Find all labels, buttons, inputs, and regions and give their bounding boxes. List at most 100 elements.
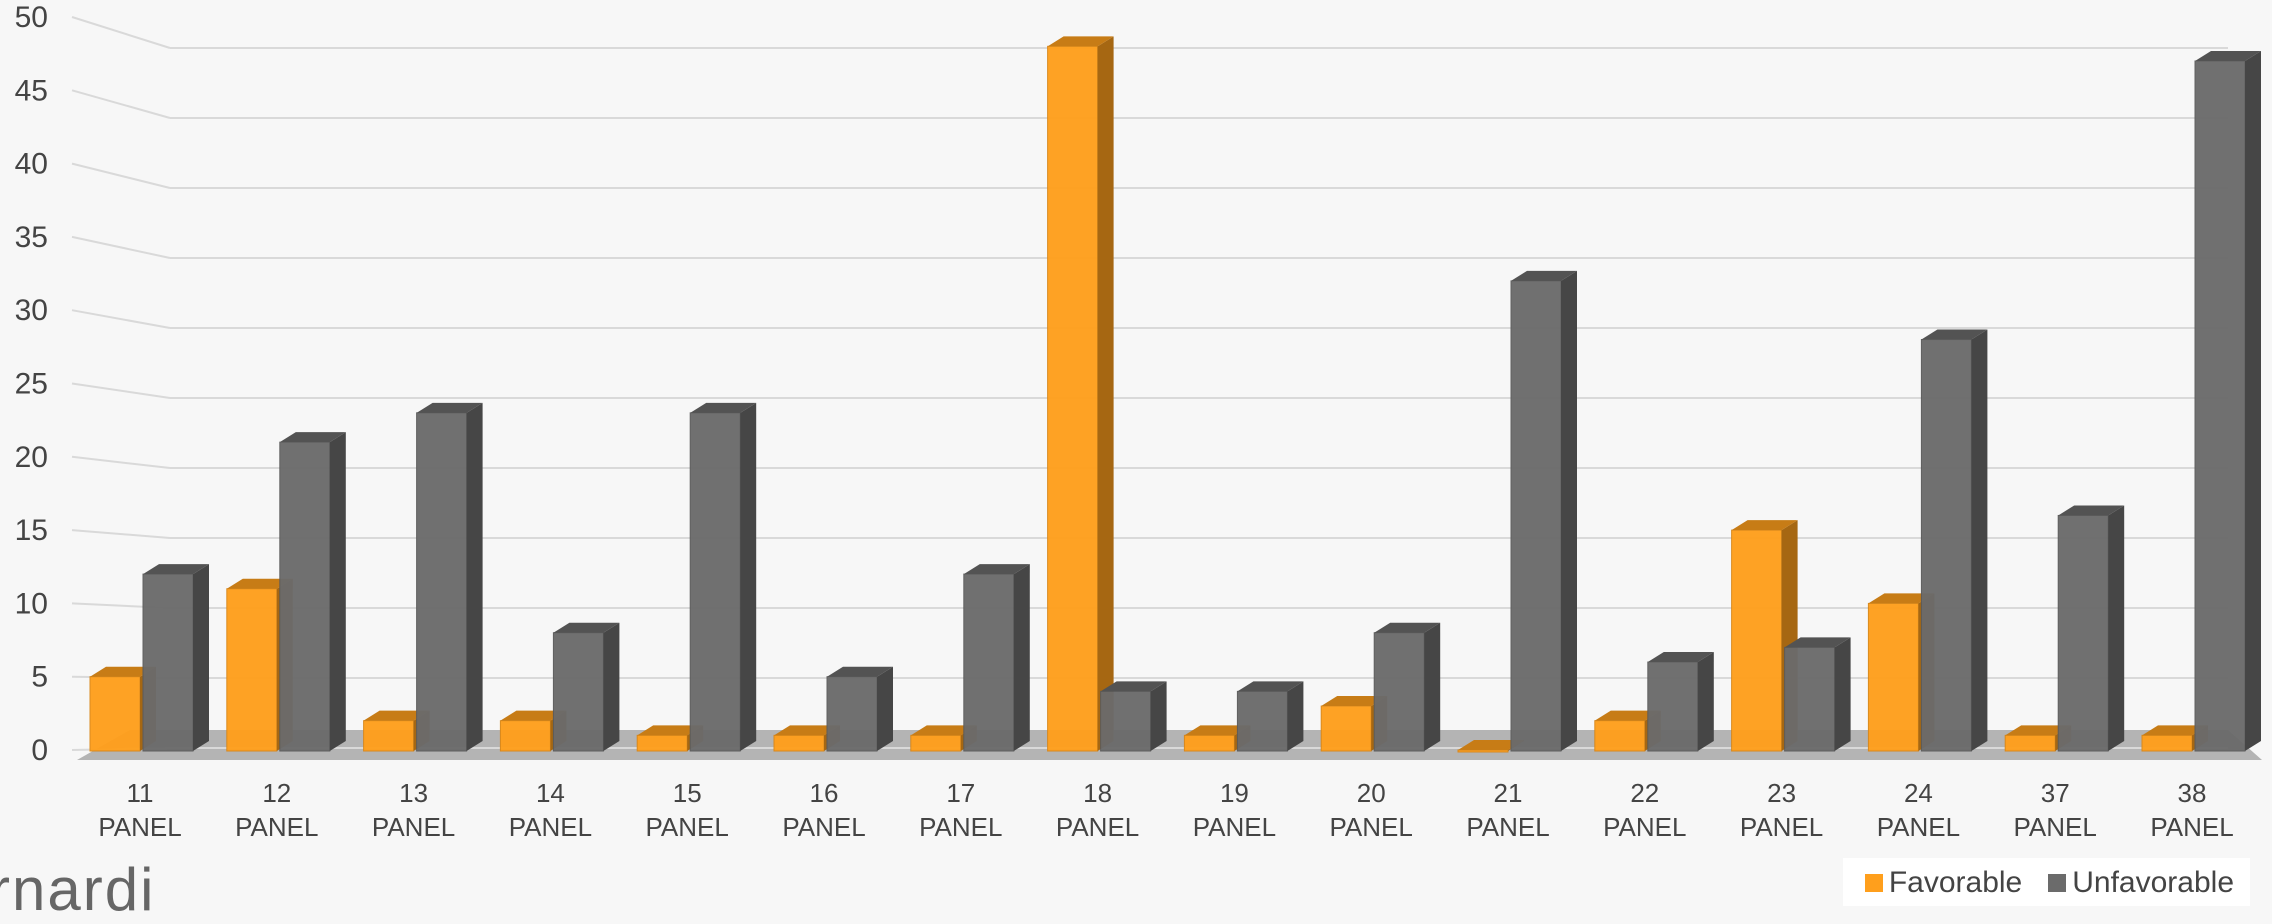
x-tick-label: 19 [1220, 778, 1249, 808]
side-gridline [71, 16, 171, 49]
bar-favorable-11-top [90, 666, 156, 677]
bar-unfavorable-18-top [1100, 681, 1167, 692]
x-tick-label: 20 [1357, 778, 1386, 808]
bar-unfavorable-14-top [553, 622, 620, 633]
bar-unfavorable-20-top [1374, 622, 1441, 633]
y-tick-label: 50 [15, 1, 48, 34]
bar-favorable-18-top [1047, 36, 1114, 47]
bar-favorable-24 [1867, 602, 1919, 752]
x-tick-label: 37 [2041, 778, 2070, 808]
x-tick-label: PANEL [98, 812, 181, 842]
bar-favorable-19 [1183, 734, 1235, 752]
legend-swatch-unfavorable [2048, 874, 2067, 892]
x-tick-label: 11 [127, 778, 154, 808]
x-tick-label: 22 [1630, 778, 1659, 808]
bar-unfavorable-24-side [1971, 329, 1988, 751]
bar-unfavorable-18 [1100, 690, 1152, 752]
side-gridline [71, 309, 171, 329]
y-tick-label: 15 [15, 514, 48, 547]
x-tick-label: 18 [1083, 778, 1112, 808]
bar-unfavorable-22 [1647, 661, 1699, 752]
bar-favorable-18 [1047, 45, 1099, 752]
bar-favorable-22 [1594, 720, 1646, 752]
x-tick-label: 21 [1494, 778, 1523, 808]
bar-unfavorable-15 [689, 412, 741, 752]
bar-unfavorable-19-top [1237, 681, 1304, 692]
bar-unfavorable-24 [1920, 339, 1972, 752]
bar-favorable-24-top [1868, 593, 1935, 604]
bar-favorable-37-top [2005, 725, 2072, 736]
bar-unfavorable-12-side [329, 432, 346, 751]
bar-favorable-23-top [1731, 520, 1798, 531]
bar-favorable-14 [499, 720, 551, 752]
bar-unfavorable-23 [1784, 646, 1836, 752]
bar-unfavorable-17-side [1013, 564, 1030, 751]
bar-unfavorable-16-side [877, 666, 893, 751]
bar-favorable-20-top [1321, 696, 1388, 707]
y-tick-label: 45 [15, 74, 48, 107]
bar-unfavorable-15-side [740, 402, 757, 751]
x-tick-label: 14 [536, 778, 565, 808]
x-tick-label: PANEL [1877, 812, 1960, 842]
bar-favorable-22-top [1594, 710, 1661, 721]
bar-unfavorable-22-side [1697, 652, 1714, 751]
bar-unfavorable-19 [1236, 690, 1288, 752]
y-tick-label: 25 [15, 368, 48, 401]
y-tick-label: 20 [15, 441, 48, 474]
bar-favorable-23 [1731, 529, 1783, 752]
bar-unfavorable-16 [826, 676, 878, 752]
y-tick-label: 10 [15, 587, 48, 620]
x-tick-label: PANEL [2014, 812, 2097, 842]
bar-unfavorable-14-side [603, 622, 620, 751]
y-tick-label: 30 [15, 294, 48, 327]
y-tick-label: 0 [31, 734, 48, 767]
bar-favorable-19-top [1184, 725, 1251, 736]
bar-unfavorable-38 [2194, 60, 2246, 752]
bar-unfavorable-19-side [1287, 681, 1304, 751]
bar-unfavorable-13-side [466, 402, 483, 751]
bar-favorable-13-top [363, 710, 430, 721]
bar-favorable-16-top [774, 725, 840, 736]
bar-unfavorable-22-top [1647, 652, 1714, 663]
bar-unfavorable-11 [142, 573, 194, 752]
x-tick-label: PANEL [1330, 812, 1413, 842]
bar-unfavorable-23-top [1784, 637, 1851, 648]
bar-unfavorable-15-top [690, 402, 757, 413]
bar-favorable-20 [1320, 705, 1372, 752]
bar-favorable-13 [363, 720, 415, 752]
side-gridline [71, 382, 171, 399]
legend-label-unfavorable: Unfavorable [2072, 866, 2234, 899]
bar-favorable-17-top [910, 725, 977, 736]
bar-unfavorable-21-side [1561, 270, 1577, 751]
bar-favorable-11 [89, 676, 141, 752]
bar-unfavorable-37-top [2058, 505, 2125, 516]
bar-favorable-38-top [2142, 725, 2208, 736]
x-tick-label: PANEL [372, 812, 455, 842]
bar-unfavorable-18-side [1150, 681, 1167, 751]
bar-unfavorable-17-top [963, 564, 1030, 575]
bar-unfavorable-17 [963, 573, 1015, 752]
bar-unfavorable-23-side [1834, 637, 1851, 751]
x-tick-label: PANEL [1603, 812, 1686, 842]
bar-favorable-21-top [1458, 740, 1524, 750]
bar-unfavorable-13 [416, 412, 468, 752]
side-gridline [71, 529, 171, 539]
bar-unfavorable-37-side [2108, 505, 2125, 751]
bar-unfavorable-12-top [279, 432, 346, 443]
x-tick-label: 15 [673, 778, 702, 808]
bar-unfavorable-24-top [1921, 329, 1988, 340]
x-tick-label: PANEL [2150, 812, 2233, 842]
x-tick-label: PANEL [509, 812, 592, 842]
bar-unfavorable-13-top [416, 402, 483, 413]
x-tick-label: 24 [1904, 778, 1933, 808]
bar-unfavorable-12 [279, 441, 331, 752]
bar-favorable-15 [636, 734, 688, 752]
brand-logo-text: rnardi [0, 856, 156, 923]
x-tick-label: 16 [810, 778, 839, 808]
x-tick-label: 38 [2178, 778, 2207, 808]
bar-favorable-21 [1457, 749, 1509, 753]
chart-floor [77, 730, 2262, 760]
bar-unfavorable-38-side [2245, 50, 2261, 752]
bar-unfavorable-20 [1373, 632, 1425, 752]
